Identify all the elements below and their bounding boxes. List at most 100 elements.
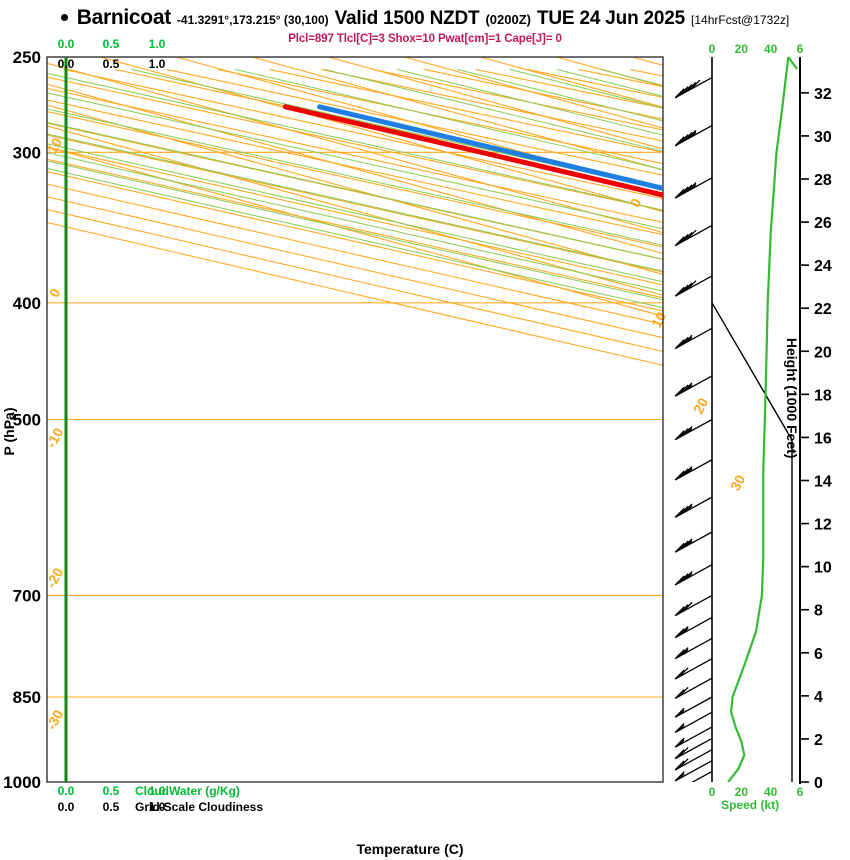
isotherm-line xyxy=(47,104,663,275)
isotherm-line xyxy=(47,62,663,234)
dry-adiabat-line xyxy=(47,146,663,286)
pressure-tick-label: 400 xyxy=(13,294,41,313)
cloudwater-tick-bottom: 1.0 xyxy=(149,784,166,798)
wind-barb xyxy=(674,327,713,350)
speed-tick-bottom: 6 xyxy=(797,785,804,799)
speed-tick-top: 40 xyxy=(764,42,778,56)
sounding-indices: Plcl=897 Tlcl[C]=3 Shox=10 Pwat[cm]=1 Ca… xyxy=(288,33,562,45)
height-tick-label: 8 xyxy=(814,603,823,620)
speed-profile-line xyxy=(727,57,790,782)
wind-barb xyxy=(674,760,713,782)
pressure-tick-label: 850 xyxy=(13,688,41,707)
height-axis-label: Height (1000 Feet) xyxy=(784,338,800,459)
speed-axis-label: Speed (kt) xyxy=(721,798,779,812)
height-tick-label: 16 xyxy=(814,430,832,447)
wind-barb xyxy=(674,124,713,147)
wind-barb xyxy=(674,76,713,99)
isotherm-label-left: 10 xyxy=(44,135,66,156)
isotherm-line xyxy=(47,83,663,255)
speed-tick-top: 20 xyxy=(735,42,749,56)
height-tick-label: 6 xyxy=(814,646,823,663)
wind-barb xyxy=(674,177,713,199)
pressure-tick-label: 500 xyxy=(13,411,41,430)
cloudiness-tick-bottom: 1.0 xyxy=(149,800,166,814)
speed-tick-top: 0 xyxy=(709,42,716,56)
moist-adiabat-line xyxy=(47,167,663,309)
chart-header: Barnicoat -41.3291°,173.215° (30,100) Va… xyxy=(0,6,850,32)
cloudwater-tick-bottom: 0.5 xyxy=(103,784,120,798)
height-tick-label: 28 xyxy=(814,172,832,189)
valid-date: TUE 24 Jun 2025 xyxy=(537,8,686,29)
isotherm-label-right: 10 xyxy=(648,309,670,330)
wind-barb xyxy=(710,781,712,782)
speed-profile-extension xyxy=(787,56,798,70)
speed-tick-top: 6 xyxy=(797,42,804,56)
wind-barb xyxy=(674,637,713,660)
cloudwater-tick-top: 1.0 xyxy=(149,37,166,51)
pressure-tick-label: 250 xyxy=(13,48,41,67)
height-tick-label: 10 xyxy=(814,560,832,577)
height-tick-label: 4 xyxy=(814,689,823,706)
speed-tick-bottom: 40 xyxy=(764,785,778,799)
height-tick-label: 20 xyxy=(814,344,832,361)
wind-barb xyxy=(674,564,713,586)
dry-adiabat-line xyxy=(47,208,663,352)
wind-barb xyxy=(674,418,713,441)
station-coordinates: -41.3291°,173.215° (30,100) xyxy=(176,13,329,27)
wind-barb xyxy=(674,275,713,297)
moist-adiabat-line xyxy=(47,160,663,301)
height-tick-label: 14 xyxy=(814,473,832,490)
wind-barb xyxy=(674,749,713,771)
dry-adiabat-line xyxy=(47,196,663,339)
dry-adiabat-line xyxy=(47,221,663,366)
height-tick-label: 24 xyxy=(814,258,832,275)
height-tick-label: 22 xyxy=(814,301,832,318)
plot-border xyxy=(46,56,664,783)
wind-barb xyxy=(674,594,713,617)
cloudwater-axis-label: CloudWater (g/Kg) xyxy=(135,784,240,798)
wind-barb xyxy=(674,677,713,700)
wind-barb xyxy=(674,531,713,553)
wind-barb xyxy=(674,711,713,733)
wind-box-upper-edge xyxy=(711,302,793,441)
height-tick-label: 2 xyxy=(814,732,823,749)
isotherm-line xyxy=(47,125,663,296)
wind-barb xyxy=(674,696,713,718)
cloudiness-tick-bottom: 0.5 xyxy=(103,800,120,814)
height-tick-label: 18 xyxy=(814,387,832,404)
isotherm-label-right: 30 xyxy=(727,472,749,493)
wind-barb xyxy=(674,616,713,639)
speed-tick-bottom: 0 xyxy=(709,785,716,799)
height-tick-label: 12 xyxy=(814,517,832,534)
cloudiness-tick-top: 0.0 xyxy=(58,57,75,71)
cloudiness-tick-top: 1.0 xyxy=(149,57,166,71)
cloudwater-tick-bottom: 0.0 xyxy=(58,784,75,798)
temperature-axis-label: Temperature (C) xyxy=(356,841,463,857)
height-tick-label: 30 xyxy=(814,129,832,146)
pressure-tick-label: 700 xyxy=(13,586,41,605)
wind-barb xyxy=(674,459,713,481)
moist-adiabat-line xyxy=(47,143,663,283)
dry-adiabat-line xyxy=(47,158,663,299)
isotherm-label-right: 20 xyxy=(690,395,712,416)
wind-barb xyxy=(691,770,713,782)
forecast-info: [14hrFcst@1732z] xyxy=(691,13,790,27)
wind-barb xyxy=(674,737,713,760)
dry-adiabat-line xyxy=(47,183,663,325)
speed-tick-bottom: 20 xyxy=(735,785,749,799)
cloudiness-tick-top: 0.5 xyxy=(103,57,120,71)
wind-barb xyxy=(674,375,713,397)
dry-adiabat-line xyxy=(47,171,663,312)
cloudiness-tick-bottom: 0.0 xyxy=(58,800,75,814)
valid-time-utc: (0200Z) xyxy=(485,12,531,27)
valid-time: Valid 1500 NZDT xyxy=(334,8,480,29)
pressure-axis-label: P (hPa) xyxy=(1,408,17,456)
wind-barb xyxy=(674,496,713,518)
wind-barb xyxy=(674,726,713,748)
height-tick-label: 32 xyxy=(814,86,832,103)
station-marker-icon xyxy=(60,14,68,21)
cloudiness-axis-label: Grid-Scale Cloudiness xyxy=(135,800,263,814)
wind-barb xyxy=(674,224,713,247)
pressure-tick-label: 300 xyxy=(13,143,41,162)
